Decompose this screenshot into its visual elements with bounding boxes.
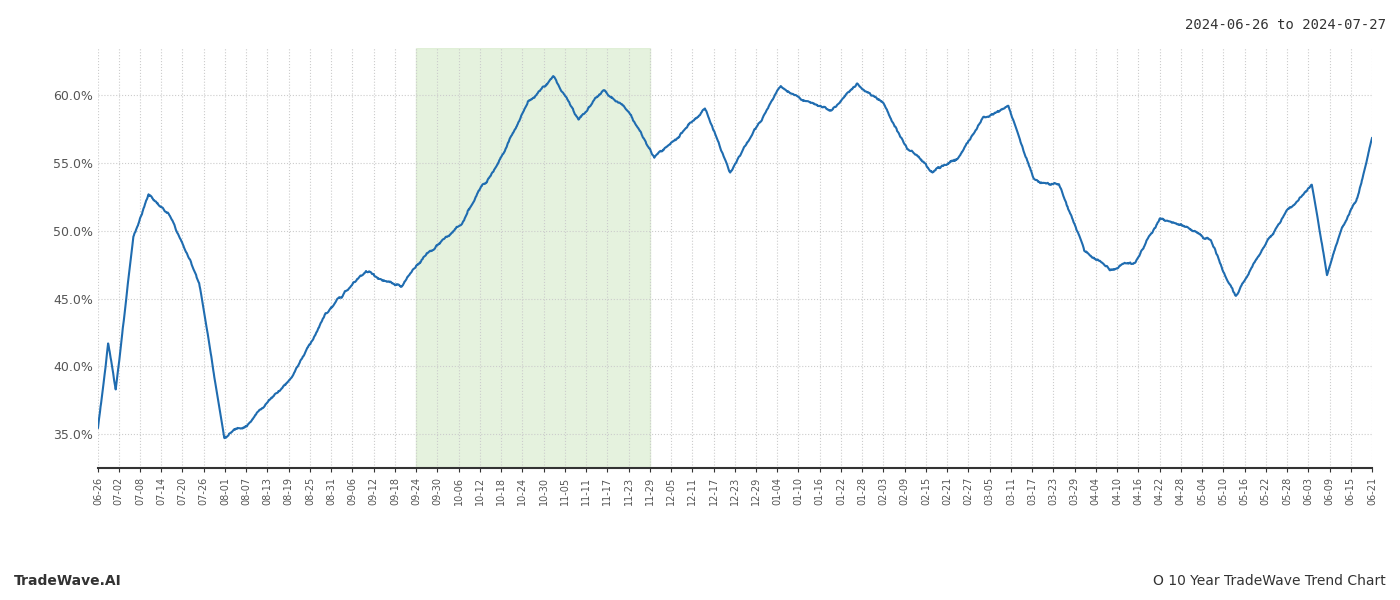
Text: O 10 Year TradeWave Trend Chart: O 10 Year TradeWave Trend Chart — [1154, 574, 1386, 588]
Text: 2024-06-26 to 2024-07-27: 2024-06-26 to 2024-07-27 — [1184, 18, 1386, 32]
Bar — [416, 48, 650, 468]
Text: TradeWave.AI: TradeWave.AI — [14, 574, 122, 588]
